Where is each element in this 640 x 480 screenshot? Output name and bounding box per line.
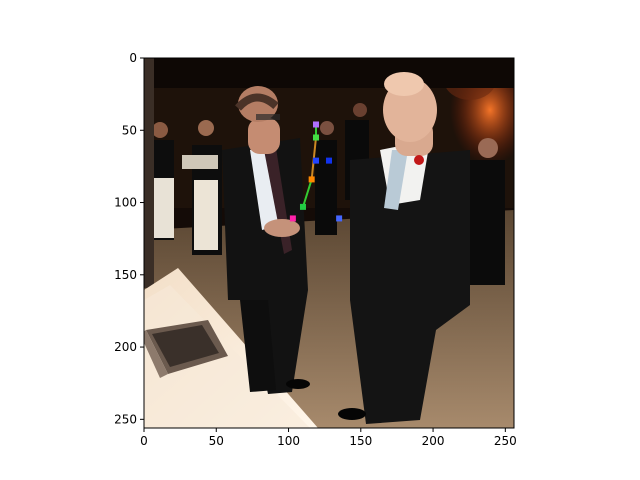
- keypoint: [336, 215, 343, 222]
- keypoint: [289, 215, 296, 222]
- keypoint: [299, 203, 306, 210]
- skeleton-limb: [302, 179, 313, 208]
- x-tick-label: 200: [422, 434, 445, 448]
- x-tick-label: 50: [209, 434, 224, 448]
- plot-frame: [143, 57, 515, 429]
- x-tick-label: 150: [349, 434, 372, 448]
- man-left: [222, 86, 310, 394]
- y-tick-label: 50: [122, 123, 137, 137]
- x-tick-label: 250: [494, 434, 517, 448]
- y-tick-label: 100: [114, 196, 137, 210]
- y-tick-label: 0: [129, 51, 137, 65]
- y-tick-label: 150: [114, 268, 137, 282]
- y-tick-label: 250: [114, 412, 137, 426]
- man-right: [338, 72, 470, 424]
- keypoint: [308, 176, 315, 183]
- keypoint: [312, 134, 319, 141]
- y-axis: 0 50 100 150 200 250: [114, 51, 144, 426]
- y-tick-label: 200: [114, 340, 137, 354]
- x-tick-label: 0: [140, 434, 148, 448]
- keypoint: [326, 157, 332, 164]
- laptop: [144, 320, 228, 378]
- keypoint: [312, 157, 319, 164]
- keypoint: [312, 121, 319, 128]
- photo-image: [144, 58, 514, 428]
- pose-keypoints: [289, 121, 343, 222]
- x-axis: 0 50 100 150 200 250: [140, 428, 517, 448]
- x-tick-label: 100: [277, 434, 300, 448]
